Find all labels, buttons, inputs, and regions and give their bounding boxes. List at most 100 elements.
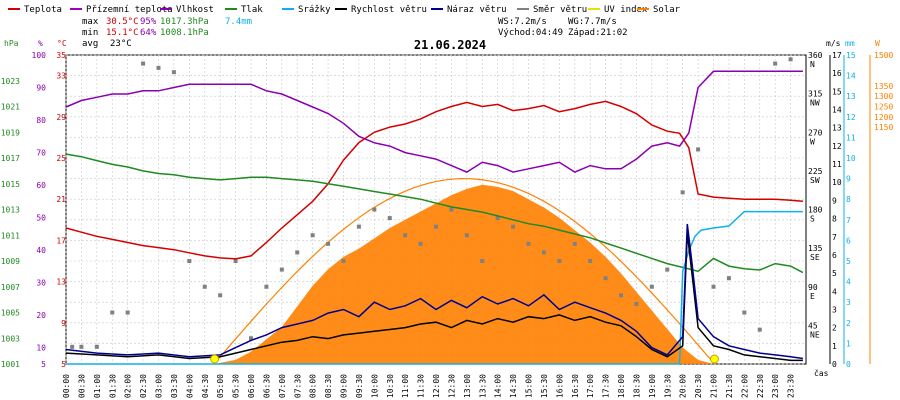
direction-point [264, 284, 269, 289]
tick-label-direction: 225 [808, 167, 823, 176]
stat-press-max: 1017.3hPa [160, 17, 209, 27]
tick-label-humidity: 70 [36, 149, 46, 158]
direction-point [233, 259, 238, 263]
tick-label-time: 11:00 [401, 374, 410, 398]
solar-clear-sky-line [213, 178, 716, 365]
series-line-rychlost-v-tru [65, 233, 803, 362]
legend-label: UV index [604, 5, 648, 15]
direction-point [526, 241, 531, 246]
axis-unit-rain: mm [845, 39, 855, 48]
tick-label-time: 18:30 [632, 374, 641, 398]
tick-label-rain: 12 [846, 113, 856, 122]
legend: Teplota Přízemní teplota Vlhkost Tlak Srážky… [8, 5, 681, 15]
series-line-tlak [65, 153, 804, 274]
tick-label-direction: 360 [808, 51, 823, 60]
tick-label-time: 17:30 [602, 374, 611, 398]
tick-label-humidity: 30 [36, 279, 46, 288]
tick-label-hpa: 1003 [1, 334, 20, 343]
tick-label-time: 13:30 [478, 374, 487, 398]
tick-label-humidity: 90 [36, 84, 46, 93]
direction-point [187, 259, 192, 263]
tick-label-rain: 5 [846, 257, 851, 266]
tick-label-direction: 135 [808, 244, 823, 253]
tick-label-wind: 5 [832, 269, 837, 278]
tick-label-hpa: 1017 [1, 154, 20, 163]
direction-point [403, 233, 408, 238]
axes: 1001100310051007100910111013101510171019… [1, 51, 894, 398]
tick-label-time: 04:30 [201, 374, 210, 398]
tick-label-rain: 9 [846, 175, 851, 184]
direction-point [649, 284, 654, 289]
direction-point [372, 207, 377, 212]
tick-label-direction: 90 [808, 283, 818, 292]
tick-label-compass: W [810, 137, 815, 146]
tick-label-hpa: 1015 [1, 180, 20, 189]
stat-sunrise: Východ:04:49 [498, 28, 563, 38]
tick-label-direction: 180 [808, 206, 823, 215]
axis-unit-time: čas [814, 368, 829, 378]
tick-label-time: 04:00 [185, 374, 194, 398]
stat-press-min: 1008.1hPa [160, 28, 209, 38]
axis-unit-wind: m/s [826, 39, 841, 48]
direction-point [742, 310, 747, 315]
tick-label-solar: 1300 [874, 92, 893, 101]
tick-label-temperature: 5 [61, 360, 66, 369]
tick-label-time: 01:00 [93, 374, 102, 398]
direction-point [202, 284, 207, 289]
direction-point [341, 259, 346, 263]
stat-rain: 7.4mm [225, 17, 252, 27]
tick-label-temperature: 25 [56, 154, 66, 163]
tick-label-rain: 11 [846, 133, 856, 142]
legend-label: Přízemní teplota [86, 5, 173, 15]
direction-point [603, 276, 608, 281]
legend-label: Vlhkost [176, 5, 214, 15]
stat-temp-max: 30.5°C [106, 17, 139, 27]
tick-label-time: 16:30 [571, 374, 580, 398]
tick-label-direction: 315 [808, 90, 823, 99]
tick-label-rain: 2 [846, 319, 851, 328]
direction-point [634, 301, 639, 306]
tick-label-time: 00:30 [77, 374, 86, 398]
direction-point [495, 216, 500, 221]
tick-label-hpa: 1011 [1, 231, 20, 240]
tick-label-compass: E [810, 292, 815, 301]
legend-label: Teplota [24, 5, 62, 15]
axis-unit-humidity: % [38, 39, 43, 48]
tick-label-hpa: 1001 [1, 360, 20, 369]
tick-label-solar: 1200 [874, 113, 893, 122]
tick-label-compass: NE [810, 330, 820, 339]
direction-point [295, 250, 300, 255]
series-line-teplota [65, 100, 803, 260]
tick-label-time: 07:00 [278, 374, 287, 398]
tick-label-wind: 15 [832, 87, 842, 96]
stat-sunset: Západ:21:02 [568, 28, 628, 38]
plot-area [65, 57, 804, 365]
direction-point [249, 336, 253, 341]
tick-label-wind: 16 [832, 69, 842, 78]
stat-wind-speed: WS:7.2m/s [498, 17, 547, 27]
direction-point [757, 327, 762, 332]
direction-point [557, 259, 562, 263]
tick-label-wind: 9 [832, 196, 837, 205]
tick-label-hpa: 1009 [1, 257, 20, 266]
tick-label-direction: 270 [808, 128, 823, 137]
direction-point [788, 57, 793, 62]
tick-label-time: 14:30 [509, 374, 518, 398]
tick-label-rain: 1 [846, 339, 851, 348]
tick-label-time: 09:30 [355, 374, 364, 398]
tick-label-wind: 12 [832, 142, 842, 151]
legend-label: Směr větru [533, 5, 587, 15]
series-line-sr-ky [66, 210, 803, 365]
tick-label-time: 12:00 [432, 374, 441, 398]
tick-label-wind: 10 [832, 178, 842, 187]
direction-point [218, 293, 223, 298]
tick-label-time: 21:00 [710, 374, 719, 398]
tick-label-rain: 4 [846, 278, 851, 287]
tick-label-humidity: 20 [36, 311, 46, 320]
direction-point [156, 65, 161, 70]
direction-point [665, 267, 670, 272]
tick-label-solar: 1350 [874, 82, 893, 91]
tick-label-time: 15:30 [540, 374, 549, 398]
tick-label-time: 10:00 [370, 374, 379, 398]
